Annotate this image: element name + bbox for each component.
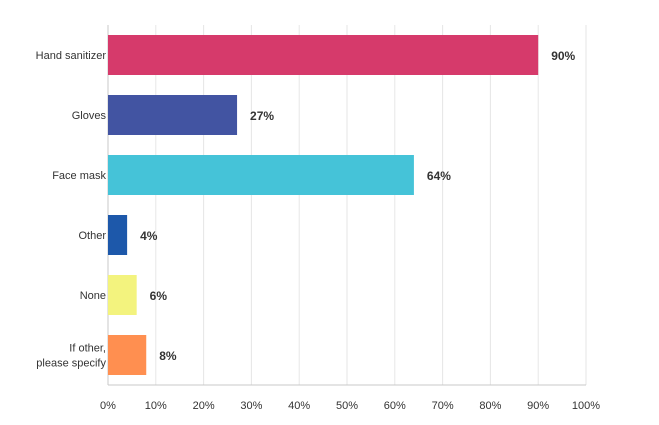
category-label: Face mask xyxy=(52,170,106,182)
value-label: 6% xyxy=(150,289,168,303)
x-tick-label: 20% xyxy=(193,400,215,412)
category-label: Hand sanitizer xyxy=(36,50,107,62)
category-label: None xyxy=(80,290,106,302)
value-label: 4% xyxy=(140,229,158,243)
bar[interactable] xyxy=(108,335,147,375)
category-label: Other xyxy=(78,230,106,242)
x-tick-label: 10% xyxy=(145,400,167,412)
x-tick-label: 90% xyxy=(527,400,549,412)
x-tick-label: 30% xyxy=(240,400,262,412)
bar[interactable] xyxy=(108,95,238,135)
x-tick-label: 0% xyxy=(100,400,116,412)
x-tick-label: 50% xyxy=(336,400,358,412)
value-label: 8% xyxy=(159,349,177,363)
value-label: 27% xyxy=(250,109,274,123)
x-tick-label: 40% xyxy=(288,400,310,412)
category-label: If other, xyxy=(69,343,106,355)
x-tick-label: 70% xyxy=(432,400,454,412)
category-label: Gloves xyxy=(72,110,107,122)
bar[interactable] xyxy=(108,275,137,315)
category-label: please specify xyxy=(36,358,106,370)
x-tick-label: 100% xyxy=(572,400,600,412)
x-tick-label: 60% xyxy=(384,400,406,412)
bar[interactable] xyxy=(108,35,539,75)
bar[interactable] xyxy=(108,215,128,255)
value-label: 64% xyxy=(427,169,451,183)
value-label: 90% xyxy=(551,49,575,63)
x-tick-label: 80% xyxy=(479,400,501,412)
bar[interactable] xyxy=(108,155,414,195)
